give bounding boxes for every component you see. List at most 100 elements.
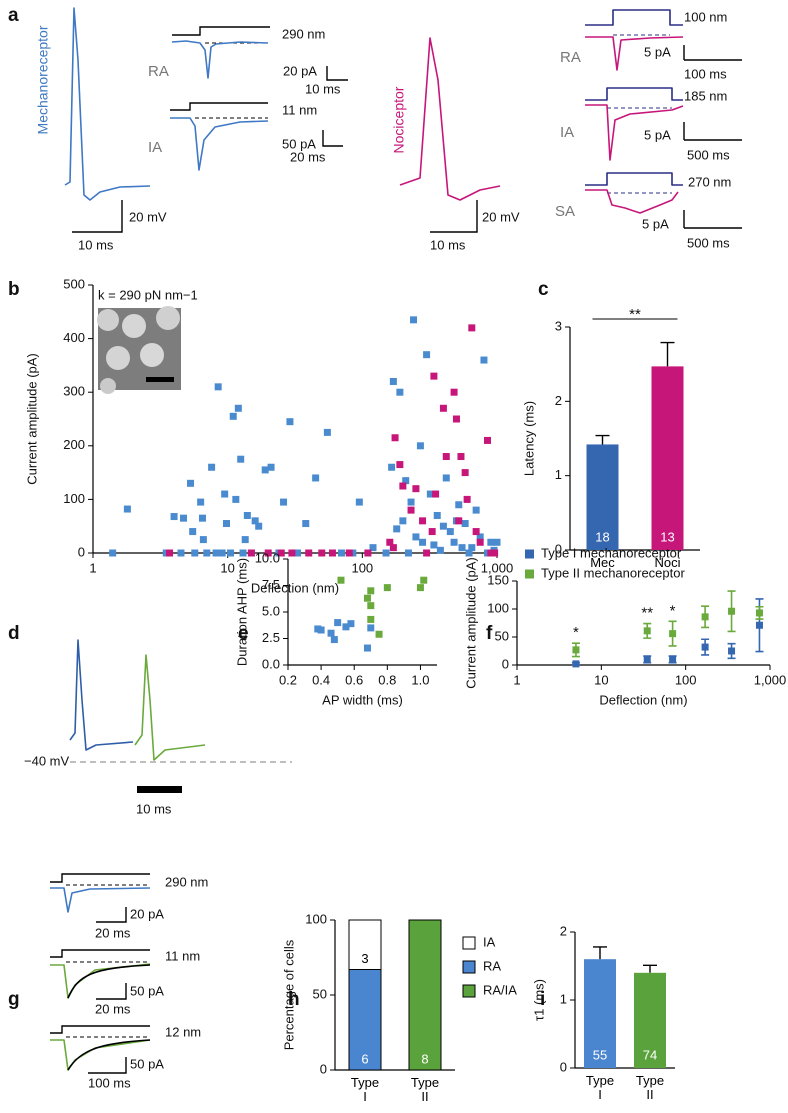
point [572,646,580,654]
y-tick-label: 300 [63,384,85,399]
point [468,324,476,332]
point [180,514,188,522]
y-tick-label: 500 [63,276,85,291]
point [302,520,310,528]
point [375,630,383,638]
point [402,477,410,485]
point [416,442,424,450]
point [243,511,251,519]
legend-swatch [525,569,534,579]
point [455,517,463,525]
scale-bar [430,200,478,233]
point [476,538,484,546]
point [755,621,763,629]
y-tick-label: 100 [305,911,327,926]
y-tick-label: 0.0 [262,656,280,671]
point [349,549,357,557]
point [468,544,476,552]
type-label: IA [148,139,162,156]
voltage-label: −40 mV [24,753,69,768]
legend-label: RA [483,958,501,973]
point [363,644,371,652]
scale-label: 10 ms [430,237,466,252]
y-axis-title: Duration AHP (ms) [234,558,249,666]
legend-swatch [462,936,476,950]
y-tick-label: 50 [495,628,509,643]
step-label: 11 nm [165,948,200,963]
scale-label: 20 mV [129,209,167,224]
point [286,418,294,426]
point [439,404,447,412]
x-tick-label: 1,000 [754,672,787,687]
point [241,536,249,544]
point [442,453,450,461]
point [345,549,353,557]
x-tick-label: 1 [513,672,520,687]
point [455,501,463,509]
point [212,549,220,557]
point [419,538,427,546]
y-tick-label: 0 [502,656,509,671]
bar [651,366,684,550]
point [347,620,355,628]
point [229,412,237,420]
scale-label: 500 ms [687,235,730,250]
type-label: RA [148,63,169,80]
point [391,434,399,442]
scale-label: 50 pA [130,983,164,998]
point [450,538,458,546]
x-tick-label: 10 [220,560,234,575]
significance: ** [629,306,641,323]
panel-label: f [486,623,493,644]
stimulus [585,9,683,26]
point [407,506,415,514]
point [410,316,418,324]
stimulus [585,172,683,186]
x-tick-label: 100 [351,560,373,575]
stimulus [50,949,150,958]
stimulus [585,87,683,101]
x-axis-title: Deflection (nm) [599,692,687,707]
scale-label: 20 pA [130,906,164,921]
y-tick-label: 400 [63,330,85,345]
point [218,549,226,557]
point [237,455,245,463]
y-tick-label: 1 [555,467,562,482]
count-label: 74 [643,1047,657,1062]
point [472,506,480,514]
point [728,647,736,655]
point [197,498,205,506]
scale-label: 20 pA [283,63,317,78]
point [369,544,377,552]
bar [586,444,619,550]
point [328,549,336,557]
x-tick-label: Noci [654,555,681,570]
point [189,528,197,536]
point [643,655,651,663]
point [109,549,117,557]
y-tick-label: 0 [560,1059,567,1074]
point [393,525,401,533]
scale-label: 20 ms [95,925,131,940]
scale-label: 5 pA [644,127,671,142]
x-tick-label: 0.6 [345,672,363,687]
point [247,549,255,557]
scale-bar [683,122,742,141]
point [261,466,269,474]
x-tick-label: 1.0 [411,672,429,687]
point [166,549,174,557]
current-trace [585,36,684,71]
panel-label: c [538,279,549,300]
panel-label: i [540,989,545,1010]
count-label: 6 [361,1051,368,1066]
action-potential [69,639,134,751]
scale-label: 10 ms [78,237,114,252]
x-tick-label: 10 [594,672,608,687]
point [419,517,427,525]
point [439,522,447,530]
point [323,428,331,436]
action-potential [134,654,206,761]
count-label: 55 [593,1047,607,1062]
point [430,372,438,380]
step-label: 100 nm [684,9,727,24]
